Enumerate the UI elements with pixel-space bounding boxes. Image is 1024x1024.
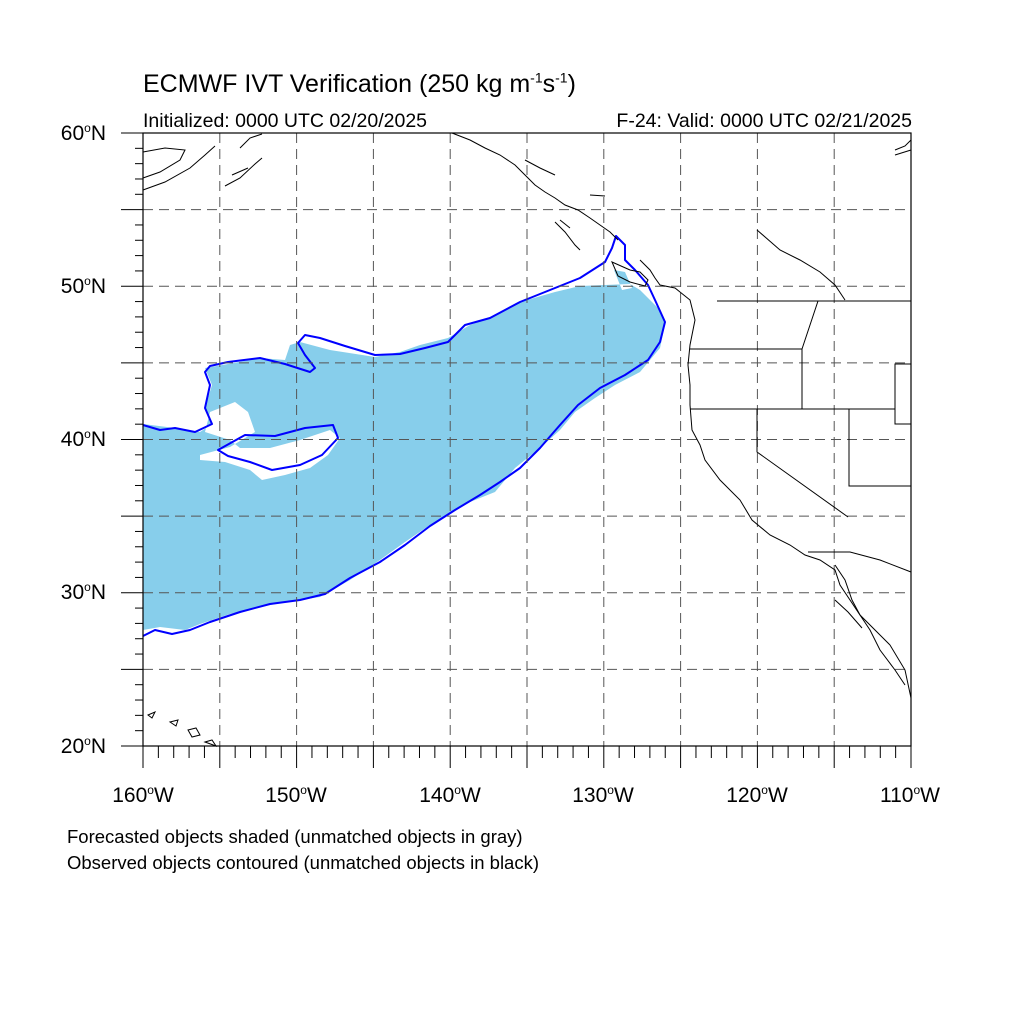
- valid-time: F-24: Valid: 0000 UTC 02/21/2025: [616, 110, 912, 132]
- observed-object-inner-contour: [217, 424, 339, 471]
- lat-label-50: 50oN: [60, 274, 106, 298]
- lat-label-30: 30oN: [60, 580, 106, 604]
- vancouver-island: [611, 261, 649, 287]
- lat-lon-gridlines: [143, 133, 911, 746]
- forecast-object-shaded: [143, 270, 665, 630]
- lat-label-20: 20oN: [60, 734, 106, 758]
- lon-label-130w: 130oW: [572, 783, 634, 807]
- alaska-coastline: [142, 133, 263, 191]
- legend-note-observed: Observed objects contoured (unmatched ob…: [67, 852, 540, 873]
- us-west-coastline: [639, 259, 912, 699]
- axis-ticks: [121, 132, 912, 768]
- lat-label-40: 40oN: [60, 427, 106, 451]
- observed-object-contour: [142, 235, 666, 637]
- state-borders: [690, 229, 912, 573]
- hawaii-islands: [147, 711, 218, 747]
- legend-note-forecast: Forecasted objects shaded (unmatched obj…: [67, 826, 523, 847]
- canada-coastline: [451, 132, 619, 251]
- lon-label-140w: 140oW: [419, 783, 481, 807]
- lon-label-120w: 120oW: [726, 783, 788, 807]
- lon-label-110w: 110oW: [880, 783, 940, 807]
- lat-label-60: 60oN: [60, 121, 106, 145]
- map-title: ECMWF IVT Verification (250 kg m-1s-1): [143, 69, 576, 98]
- baja-coastline: [834, 564, 906, 686]
- bc-coast-islands: [894, 139, 912, 156]
- initialized-time: Initialized: 0000 UTC 02/20/2025: [143, 110, 428, 132]
- coastlines-and-borders: [142, 132, 912, 747]
- lon-label-150w: 150oW: [265, 783, 327, 807]
- lon-label-160w: 160oW: [112, 783, 174, 807]
